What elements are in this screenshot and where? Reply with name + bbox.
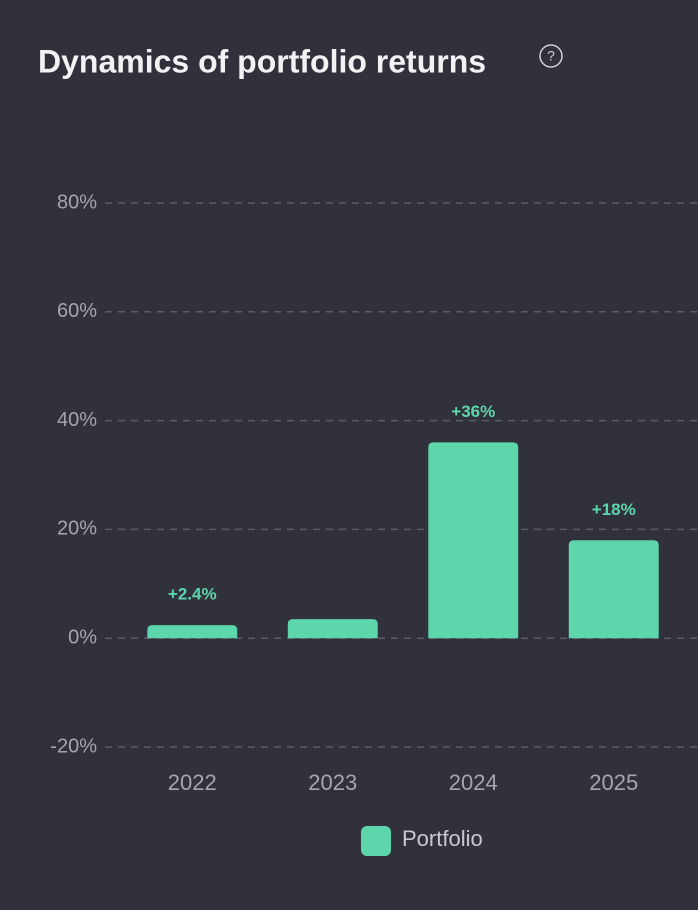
x-tick-label: 2024 bbox=[449, 770, 498, 795]
y-tick-label: 60% bbox=[57, 300, 97, 322]
y-tick-label: 20% bbox=[57, 518, 97, 540]
value-label: +18% bbox=[592, 500, 636, 519]
value-label: +36% bbox=[451, 402, 495, 421]
x-tick-label: 2022 bbox=[168, 770, 217, 795]
x-tick-label: 2025 bbox=[589, 770, 638, 795]
legend-label: Portfolio bbox=[402, 826, 483, 851]
value-label: +2.4% bbox=[168, 585, 217, 604]
y-tick-label: 40% bbox=[57, 409, 97, 431]
help-icon[interactable]: ? bbox=[539, 44, 563, 68]
bar bbox=[147, 625, 238, 639]
chart-title: Dynamics of portfolio returns bbox=[38, 43, 486, 79]
bar bbox=[287, 619, 378, 639]
y-tick-label: 80% bbox=[57, 191, 97, 213]
help-glyph[interactable]: ? bbox=[547, 48, 555, 64]
y-tick-label: 0% bbox=[68, 626, 97, 648]
x-tick-label: 2023 bbox=[308, 770, 357, 795]
bar bbox=[428, 442, 519, 639]
legend-swatch bbox=[361, 826, 391, 856]
bar bbox=[568, 540, 659, 639]
y-tick-label: -20% bbox=[50, 735, 97, 757]
help-circle[interactable] bbox=[539, 44, 563, 68]
